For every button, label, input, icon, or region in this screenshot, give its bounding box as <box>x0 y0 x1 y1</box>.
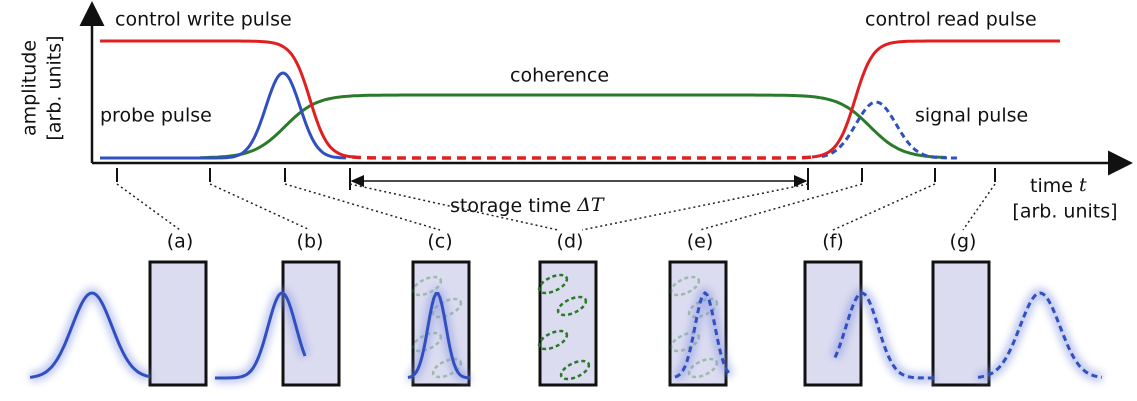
panel-label: (d) <box>557 231 584 253</box>
diagram: amplitude [arb. units] time t [arb. unit… <box>0 0 1137 401</box>
panel-box <box>805 262 861 385</box>
signal-label: signal pulse <box>915 105 1028 127</box>
panel-label: (a) <box>167 231 193 253</box>
connector <box>582 184 808 230</box>
read-label: control read pulse <box>865 9 1037 31</box>
probe-label: probe pulse <box>100 105 212 127</box>
panel-box <box>933 262 989 385</box>
panel-label: (g) <box>950 231 977 253</box>
panel-label: (b) <box>297 231 324 253</box>
read-curve <box>812 41 1060 157</box>
pulse-glow <box>978 293 1102 377</box>
x-unit: [arb. units] <box>1012 201 1117 223</box>
connector <box>285 184 440 230</box>
write-label: control write pulse <box>115 9 292 31</box>
connector <box>833 184 935 230</box>
panel-label: (c) <box>427 231 452 253</box>
x-label: time t <box>1030 174 1087 197</box>
storage-text: storage time <box>450 195 571 217</box>
connector <box>210 184 310 230</box>
panel-box <box>150 262 206 385</box>
connector <box>117 184 180 230</box>
storage-curve <box>352 157 812 158</box>
x-symbol: t <box>1079 174 1087 196</box>
x-label-text: time <box>1030 175 1073 197</box>
y-unit: [arb. units] <box>44 35 66 140</box>
connector <box>963 184 995 230</box>
storage-label: storage time ΔT <box>450 194 605 217</box>
panel-label: (f) <box>822 231 844 253</box>
y-label: amplitude <box>19 40 41 136</box>
coherence-label: coherence <box>510 65 609 87</box>
panel-label: (e) <box>687 231 714 253</box>
storage-symbol: ΔT <box>576 194 605 216</box>
connector <box>700 184 862 230</box>
